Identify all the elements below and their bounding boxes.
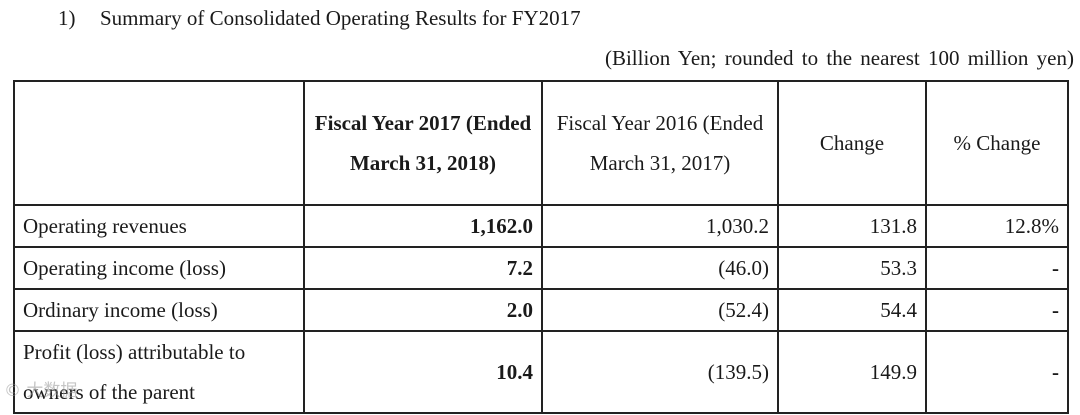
pct-change-value: - (925, 246, 1069, 290)
header-change: Change (777, 80, 927, 206)
row-label: Ordinary income (loss) (13, 288, 305, 332)
header-pct-change: % Change (925, 80, 1069, 206)
section-number: 1) (58, 6, 76, 30)
change-value: 54.4 (777, 288, 927, 332)
fy2017-value: 10.4 (303, 330, 543, 414)
change-value: 53.3 (777, 246, 927, 290)
row-label: Operating income (loss) (13, 246, 305, 290)
fy2016-value: (52.4) (541, 288, 779, 332)
fy2016-value: 1,030.2 (541, 204, 779, 248)
table-row: Ordinary income (loss) 2.0 (52.4) 54.4 - (13, 288, 1069, 332)
change-value: 131.8 (777, 204, 927, 248)
header-fy2017: Fiscal Year 2017 (Ended March 31, 2018) (303, 80, 543, 206)
change-value: 149.9 (777, 330, 927, 414)
section-title: Summary of Consolidated Operating Result… (100, 6, 581, 30)
table-row: Operating income (loss) 7.2 (46.0) 53.3 … (13, 246, 1069, 290)
header-item (13, 80, 305, 206)
fy2016-value: (46.0) (541, 246, 779, 290)
pct-change-value: - (925, 288, 1069, 332)
table-row: Profit (loss) attributable to owners of … (13, 330, 1069, 414)
row-label: Operating revenues (13, 204, 305, 248)
pct-change-value: - (925, 330, 1069, 414)
fy2016-value: (139.5) (541, 330, 779, 414)
fy2017-value: 2.0 (303, 288, 543, 332)
unit-note: (Billion Yen; rounded to the nearest 100… (604, 46, 1074, 70)
pct-change-value: 12.8% (925, 204, 1069, 248)
fy2017-value: 7.2 (303, 246, 543, 290)
table-row: Operating revenues 1,162.0 1,030.2 131.8… (13, 204, 1069, 248)
header-fy2016: Fiscal Year 2016 (Ended March 31, 2017) (541, 80, 779, 206)
table-header-row: Fiscal Year 2017 (Ended March 31, 2018) … (13, 80, 1069, 206)
results-table: Fiscal Year 2017 (Ended March 31, 2018) … (13, 80, 1069, 414)
fy2017-value: 1,162.0 (303, 204, 543, 248)
watermark: © 大数据 (4, 381, 78, 401)
row-label: Profit (loss) attributable to owners of … (13, 330, 305, 414)
section-heading: 1) Summary of Consolidated Operating Resu… (58, 6, 581, 31)
